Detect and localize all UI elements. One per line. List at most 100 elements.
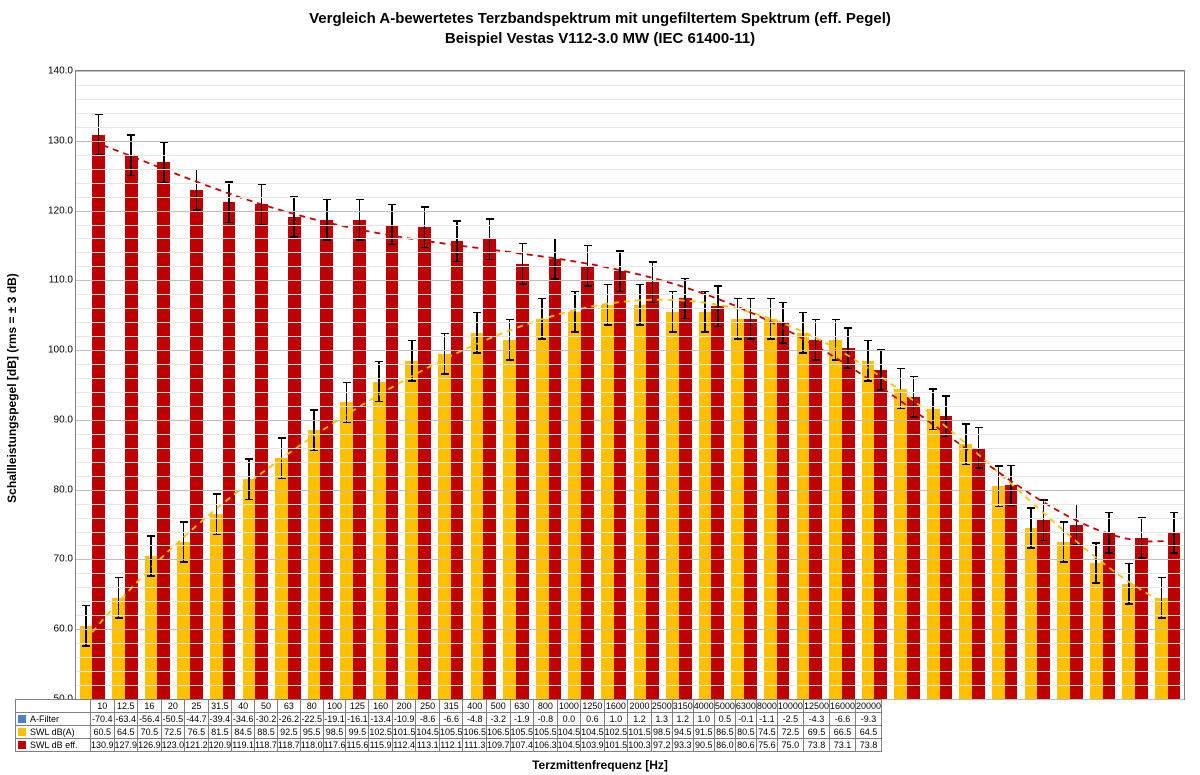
- error-bar: [704, 291, 706, 333]
- bar-swl-dba: [275, 458, 288, 699]
- y-axis-title: Schallleistungspegel [dB] (rms = ± 3 dB): [5, 273, 19, 503]
- table-cell: 104.5: [557, 739, 581, 752]
- grid-line: [76, 434, 1184, 435]
- bar-swl-eff: [125, 155, 138, 699]
- grid-line: [76, 322, 1184, 323]
- bar-swl-dba: [1057, 542, 1070, 699]
- table-cell: 81.5: [208, 726, 232, 739]
- table-cell: 12.5: [114, 700, 138, 713]
- row-label: A-Filter: [30, 714, 59, 724]
- error-bar: [541, 298, 543, 340]
- error-bar: [815, 319, 817, 361]
- error-bar: [98, 114, 100, 156]
- table-cell: -2.5: [777, 713, 803, 726]
- grid-line: [76, 504, 1184, 505]
- table-cell: 20: [161, 700, 185, 713]
- error-bar: [867, 340, 869, 382]
- bar-swl-eff: [451, 241, 464, 699]
- data-table: 1012.516202531.5405063801001251602002503…: [15, 699, 882, 752]
- table-cell: 118.7: [255, 739, 278, 752]
- bar-swl-dba: [177, 542, 190, 699]
- table-cell: -1.9: [510, 713, 534, 726]
- grid-line: [76, 99, 1184, 100]
- bar-swl-eff: [549, 259, 562, 699]
- grid-line: [76, 476, 1184, 477]
- bar-swl-eff: [288, 217, 301, 699]
- error-bar: [378, 361, 380, 403]
- legend-swatch: [18, 741, 26, 749]
- table-cell: 40: [232, 700, 255, 713]
- grid-line: [76, 71, 1184, 72]
- bar-swl-dba: [373, 382, 386, 699]
- table-cell: 1600: [604, 700, 628, 713]
- grid-line: [76, 266, 1184, 267]
- grid-line: [76, 378, 1184, 379]
- table-cell: 130.9: [91, 739, 115, 752]
- error-bar: [737, 298, 739, 340]
- table-cell: 119.1: [232, 739, 255, 752]
- error-bar: [998, 465, 1000, 507]
- table-cell: 72.5: [777, 726, 803, 739]
- table-cell: 127.9: [114, 739, 138, 752]
- error-bar: [965, 423, 967, 465]
- table-cell: 99.5: [346, 726, 369, 739]
- table-cell: 86.0: [714, 739, 735, 752]
- table-cell: 8000: [756, 700, 777, 713]
- bar-swl-dba: [1025, 528, 1038, 699]
- table-cell: 1.0: [693, 713, 714, 726]
- table-cell: 80.5: [735, 726, 756, 739]
- error-bar: [346, 382, 348, 424]
- table-cell: 10: [91, 700, 115, 713]
- table-cell: -6.6: [439, 713, 463, 726]
- error-bar: [444, 333, 446, 375]
- table-cell: -39.4: [208, 713, 232, 726]
- table-cell: 103.9: [581, 739, 605, 752]
- error-bar: [1010, 465, 1012, 507]
- grid-line: [76, 587, 1184, 588]
- error-bar: [196, 169, 198, 211]
- row-label: SWL dB(A): [30, 727, 75, 737]
- table-cell: 118.0: [300, 739, 323, 752]
- table-cell: 63: [277, 700, 300, 713]
- table-cell: -63.4: [114, 713, 138, 726]
- error-bar: [619, 250, 621, 292]
- bar-swl-dba: [862, 361, 875, 699]
- error-bar: [932, 388, 934, 430]
- table-cell: 400: [463, 700, 487, 713]
- x-axis-title: Terzmittenfrequenz [Hz]: [0, 758, 1200, 772]
- table-cell: 66.5: [829, 726, 855, 739]
- bar-swl-eff: [320, 220, 333, 699]
- table-cell: -19.1: [323, 713, 346, 726]
- grid-line: [76, 183, 1184, 184]
- table-cell: 113.1: [416, 739, 440, 752]
- error-bar: [1161, 577, 1163, 619]
- error-bar: [639, 284, 641, 326]
- table-cell: -3.2: [487, 713, 511, 726]
- table-cell: 1.2: [628, 713, 652, 726]
- table-cell: 126.9: [138, 739, 162, 752]
- row-header: [16, 700, 91, 713]
- table-cell: 106.3: [534, 739, 558, 752]
- grid-line: [76, 657, 1184, 658]
- grid-line: [76, 294, 1184, 295]
- table-cell: 125: [346, 700, 369, 713]
- table-cell: 1.3: [651, 713, 672, 726]
- table-cell: 76.5: [185, 726, 209, 739]
- table-cell: 112.4: [392, 739, 416, 752]
- error-bar: [1076, 504, 1078, 546]
- table-cell: 91.5: [693, 726, 714, 739]
- y-tick-label: 140.0: [33, 66, 76, 77]
- table-row: 1012.516202531.5405063801001251602002503…: [16, 700, 882, 713]
- error-bar: [900, 368, 902, 410]
- table-cell: 75.6: [756, 739, 777, 752]
- error-bar: [1063, 521, 1065, 563]
- grid-line: [76, 197, 1184, 198]
- table-cell: 104.5: [416, 726, 440, 739]
- grid-line: [76, 615, 1184, 616]
- table-cell: 2500: [651, 700, 672, 713]
- bar-swl-dba: [666, 312, 679, 699]
- bar-swl-eff: [809, 340, 822, 699]
- error-bar: [228, 181, 230, 223]
- error-bar: [261, 183, 263, 225]
- bar-swl-eff: [255, 204, 268, 699]
